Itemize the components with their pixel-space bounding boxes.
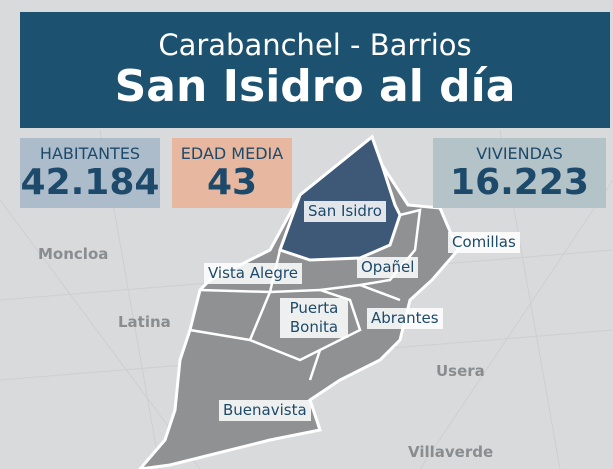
stat-card: VIVIENDAS 16.223 — [433, 138, 606, 208]
neighborhood-label: San Isidro — [304, 201, 386, 222]
header-title: Carabanchel - Barrios — [158, 28, 472, 62]
area-label: Latina — [118, 313, 171, 331]
stat-card: HABITANTES 42.184 — [20, 138, 160, 208]
stat-label: VIVIENDAS — [476, 144, 563, 163]
border — [189, 283, 401, 342]
area-label: Villaverde — [408, 443, 494, 461]
stat-value: 16.223 — [450, 162, 589, 203]
neighborhood-label: Opañel — [357, 257, 419, 278]
stat-value: 43 — [206, 162, 258, 203]
neighborhood-label: Puerta Bonita — [280, 298, 348, 338]
neighborhood-label: Comillas — [448, 232, 520, 253]
neighborhood-label: Abrantes — [367, 308, 443, 329]
neighborhood-label: Vista Alegre — [204, 263, 302, 284]
stat-card: EDAD MEDIA 43 — [172, 138, 292, 208]
area-label: Usera — [436, 362, 485, 380]
stat-label: HABITANTES — [39, 144, 141, 163]
san-isidro-area — [278, 134, 402, 262]
stat-value: 42.184 — [20, 162, 160, 203]
header: Carabanchel - Barrios San Isidro al día — [20, 12, 610, 128]
neighborhood-label: Buenavista — [219, 400, 311, 421]
area-label: Moncloa — [38, 245, 109, 263]
stat-label: EDAD MEDIA — [180, 144, 284, 163]
header-subtitle: San Isidro al día — [114, 61, 516, 112]
